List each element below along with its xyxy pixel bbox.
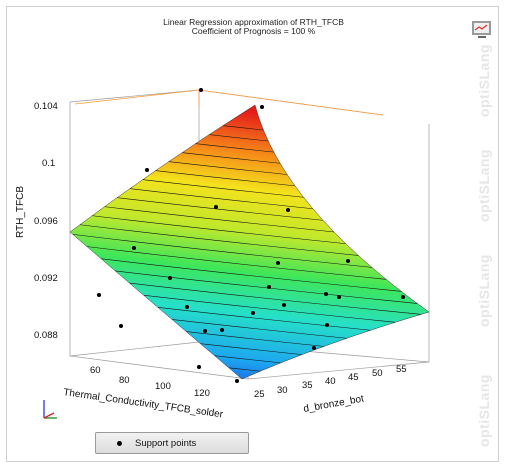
z-axis-label: RTH_TFCB — [15, 186, 26, 238]
contour-line — [70, 243, 429, 286]
y-tick-35: 35 — [302, 380, 313, 391]
support-point — [235, 379, 239, 383]
z-tick-0104: 0.104 — [34, 101, 58, 112]
support-point — [324, 292, 328, 296]
support-point — [203, 329, 207, 333]
support-point — [168, 276, 172, 280]
plot-panel: Linear Regression approximation of RTH_T… — [6, 6, 499, 462]
support-point — [401, 295, 405, 299]
x-tick-120: 120 — [194, 388, 210, 399]
surface-plot[interactable]: RTH_TFCB 0.104 0.1 0.096 0.092 0.088 60 … — [7, 7, 500, 463]
support-point — [251, 311, 255, 315]
chart-subtitle: Coefficient of Prognosis = 100 % — [191, 26, 316, 36]
contour-line — [70, 253, 429, 297]
support-point — [119, 324, 123, 328]
chart-title: Linear Regression approximation of RTH_T… — [163, 17, 344, 27]
y-tick-50: 50 — [372, 368, 383, 379]
guide-lines — [74, 89, 384, 116]
x-tick-100: 100 — [155, 381, 171, 392]
y-tick-40: 40 — [325, 376, 336, 387]
y-tick-25: 25 — [254, 389, 265, 400]
support-point — [197, 365, 201, 369]
support-point — [145, 168, 149, 172]
support-point — [199, 88, 203, 92]
z-tick-0096: 0.096 — [34, 216, 58, 227]
support-point — [312, 346, 316, 350]
z-tick-0092: 0.092 — [34, 273, 58, 284]
support-points — [97, 88, 405, 383]
response-surface — [70, 105, 429, 379]
support-point — [132, 246, 136, 250]
support-points-legend-button[interactable]: Support points — [95, 432, 249, 454]
support-point — [214, 205, 218, 209]
watermark: optiSLang — [476, 374, 492, 447]
x-tick-80: 80 — [119, 375, 130, 386]
legend-label: Support points — [135, 437, 197, 449]
support-point — [185, 305, 189, 309]
watermark: optiSLang — [476, 149, 492, 222]
support-point — [276, 261, 280, 265]
x-tick-60: 60 — [90, 365, 101, 376]
support-point — [220, 328, 224, 332]
z-tick-0088: 0.088 — [34, 330, 58, 341]
watermark: optiSLang — [476, 44, 492, 117]
support-point — [267, 285, 271, 289]
support-point — [346, 259, 350, 263]
y-tick-55: 55 — [396, 364, 407, 375]
support-point — [337, 295, 341, 299]
support-point — [260, 105, 264, 109]
watermark: optiSLang — [476, 254, 492, 327]
y-axis-label: d_bronze_bot — [303, 393, 365, 414]
axis-triad-icon — [43, 400, 57, 419]
screen-export-icon[interactable] — [469, 19, 495, 41]
z-tick-01: 0.1 — [42, 158, 55, 169]
support-point — [325, 323, 329, 327]
support-point — [97, 293, 101, 297]
support-point — [282, 303, 286, 307]
y-tick-45: 45 — [348, 372, 359, 383]
support-point — [286, 208, 290, 212]
y-tick-30: 30 — [277, 385, 288, 396]
support-point-marker-icon — [117, 440, 122, 446]
